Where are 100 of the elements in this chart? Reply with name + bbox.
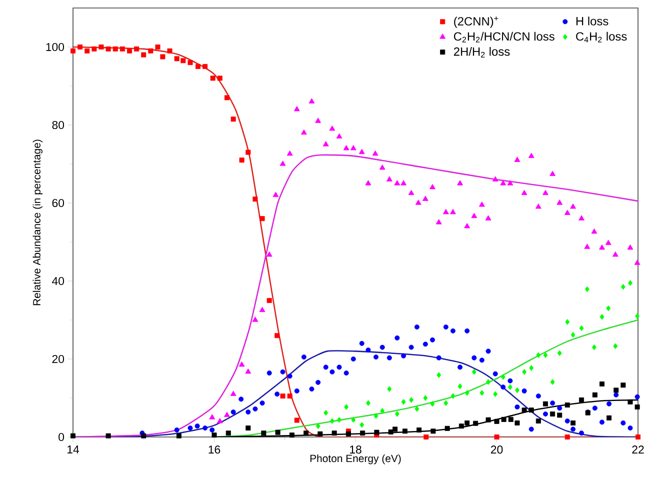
point [457,180,463,186]
x-axis-title: Photon Energy (eV) [310,454,401,464]
point [464,420,470,426]
point [592,392,598,398]
point [570,204,576,209]
point [409,397,414,403]
point [500,374,506,380]
point [245,368,252,374]
point [386,176,392,182]
point [508,384,512,390]
point [239,158,244,163]
point [542,401,548,406]
point [360,422,364,428]
x-tick-label: 16 [208,446,220,454]
point [564,402,570,408]
point [430,184,436,190]
point [209,414,216,420]
point [374,413,378,419]
point [634,260,640,265]
y-tick-label: 40 [52,276,64,286]
point [486,379,490,385]
point [606,305,611,312]
point [148,48,154,54]
point [155,44,160,50]
point [458,383,462,390]
point [350,144,356,150]
x-tick-label: 22 [632,446,644,454]
point [557,350,562,356]
point [261,430,266,436]
point [570,332,576,338]
point [612,251,618,257]
point [274,333,280,338]
point [400,180,406,186]
point [542,190,548,196]
point [174,56,180,62]
point [322,141,329,146]
point [458,424,464,429]
y-tick-label: 80 [52,120,64,130]
point [564,210,570,215]
point [134,46,140,52]
point [226,430,231,436]
point [372,150,378,156]
point [620,284,626,290]
point [494,418,500,424]
point [280,160,286,166]
point [180,58,186,64]
point [70,433,76,438]
point [106,46,111,52]
point [414,406,420,412]
point [635,313,640,319]
point [565,319,570,325]
point [578,215,584,220]
y-tick-label: 20 [52,354,64,364]
point [442,208,449,214]
point [259,306,266,312]
point [260,216,265,222]
point [141,52,146,58]
point [473,420,478,426]
point [570,420,576,426]
point [289,432,294,438]
point [628,399,633,404]
point [324,410,328,416]
point [628,280,632,286]
point [599,381,604,386]
point [92,46,97,52]
point [478,202,485,207]
point [329,125,336,131]
point [450,393,456,399]
point [365,180,372,186]
point [614,388,619,393]
point [507,180,514,186]
point [141,433,146,438]
point [224,412,230,417]
point [388,429,394,434]
y-tick-label: 0 [58,432,64,442]
point [528,152,534,158]
point [536,352,541,358]
point [336,133,342,138]
point [394,411,400,417]
point [529,365,534,371]
point [423,395,428,401]
x-tick-label: 18 [350,446,362,454]
point [591,228,598,234]
point [402,428,408,434]
point [188,60,193,66]
point [564,434,570,440]
point [112,46,118,52]
point [230,390,236,396]
point [392,426,398,432]
point [436,372,442,378]
point [287,394,292,399]
point [330,418,334,424]
point [216,418,223,424]
point [606,415,612,420]
y-tick-label: 60 [52,198,64,208]
point [480,390,484,396]
point [167,48,172,54]
point [605,240,612,245]
point [416,427,422,432]
point [492,176,498,182]
